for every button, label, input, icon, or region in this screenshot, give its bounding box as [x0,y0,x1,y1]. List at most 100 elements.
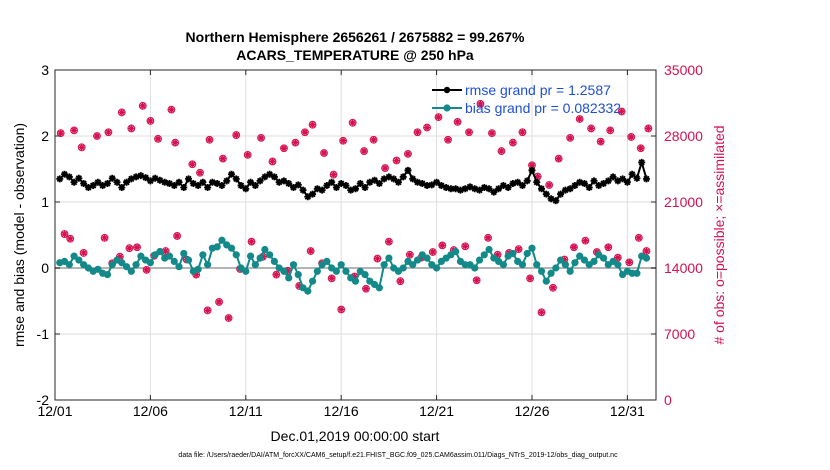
obs-assimilated-marker [193,271,200,278]
obs-assimilated-marker [561,256,568,263]
bias-point [137,252,145,260]
obs-assimilated-marker [406,251,413,258]
bias-point [266,251,274,259]
obs-possible-marker [154,134,162,143]
rmse-point [414,178,422,186]
obs-possible-marker [537,308,546,317]
rmse-point [237,182,245,189]
obs-possible-marker [627,133,636,141]
obs-assimilated-marker [538,309,545,316]
bias-point [480,251,488,259]
obs-assimilated-marker [116,253,123,260]
bias-point [528,244,536,252]
obs-assimilated-marker [509,139,516,146]
obs-assimilated-marker [435,114,442,121]
rmse-point [490,188,498,196]
obs-possible-marker [173,232,182,240]
obs-assimilated-marker [605,244,612,251]
rmse-point [509,180,517,188]
y-left-tick-label: 0 [41,260,49,276]
bias-point [146,259,154,267]
bias-point [471,264,479,272]
bias-point [204,261,212,269]
rmse-point [142,174,150,182]
rmse-point [495,185,503,193]
rmse-point [299,186,307,194]
obs-possible-marker [526,274,534,283]
obs-possible-marker [554,154,563,163]
rmse-point [337,180,345,188]
obs-possible-marker [613,253,622,262]
rmse-point [309,190,317,198]
obs-possible-marker [218,154,227,163]
rmse-point [332,183,340,191]
obs-possible-marker [348,118,357,127]
x-tick-label: 12/21 [419,403,454,419]
obs-possible-marker [465,128,473,137]
rmse-point [103,180,111,188]
obs-possible-marker [138,101,147,110]
rmse-point [609,173,617,181]
bias-point [590,257,598,265]
bias-point [294,271,302,279]
bias-point [70,252,78,260]
bias-point [289,261,298,269]
obs-assimilated-marker [635,234,642,241]
obs-possible-marker [133,243,141,252]
obs-possible-marker [509,138,517,147]
rmse-point [108,174,116,182]
obs-assimilated-marker [370,136,377,143]
bias-point [94,265,102,273]
obs-possible-marker [104,128,113,137]
rmse-point [84,183,92,191]
rmse-point [204,183,212,191]
rmse-point [533,178,541,186]
x-tick-label: 12/16 [324,403,359,419]
obs-assimilated-marker [445,136,452,143]
y-left-tick-label: -2 [37,392,50,408]
bias-point [251,261,259,269]
rmse-point [118,183,126,191]
bias-point [180,249,188,258]
obs-assimilated-marker [607,127,614,134]
rmse-point [137,172,145,180]
bias-point [385,254,393,262]
rmse-point [189,180,197,188]
obs-assimilated-marker [351,273,358,280]
rmse-point [89,182,97,189]
rmse-point [452,185,460,193]
rmse-point [423,182,431,189]
obs-possible-marker [488,129,496,138]
rmse-point [328,178,336,186]
obs-possible-marker [301,128,309,137]
bias-point [475,256,484,264]
obs-possible-marker [604,243,613,252]
obs-possible-marker [642,247,651,255]
obs-possible-marker [224,314,233,322]
obs-assimilated-marker [269,158,276,165]
rmse-point [390,175,398,183]
obs-assimilated-marker [219,155,226,162]
obs-assimilated-marker [273,271,280,278]
obs-assimilated-marker [189,161,196,168]
rmse-point [437,182,445,189]
obs-possible-marker [617,107,626,116]
bias-point [132,261,140,269]
obs-possible-marker [291,138,300,147]
rmse-point [433,178,441,186]
obs-possible-marker [215,298,223,306]
rmse-point [146,177,154,185]
obs-assimilated-marker [637,145,644,152]
obs-possible-marker [196,168,204,177]
x-tick-label: 12/31 [610,403,645,419]
obs-possible-marker [575,115,584,123]
rmse-point [294,181,302,189]
obs-assimilated-marker [626,259,633,266]
legend: rmse grand pr = 1.2587 bias grand pr = 0… [432,82,621,116]
rmse-point [70,178,78,186]
obs-assimilated-marker [162,248,169,255]
obs-assimilated-marker [494,251,501,258]
obs-possible-marker [497,147,506,155]
obs-possible-marker [56,129,65,138]
obs-assimilated-marker [101,234,108,241]
